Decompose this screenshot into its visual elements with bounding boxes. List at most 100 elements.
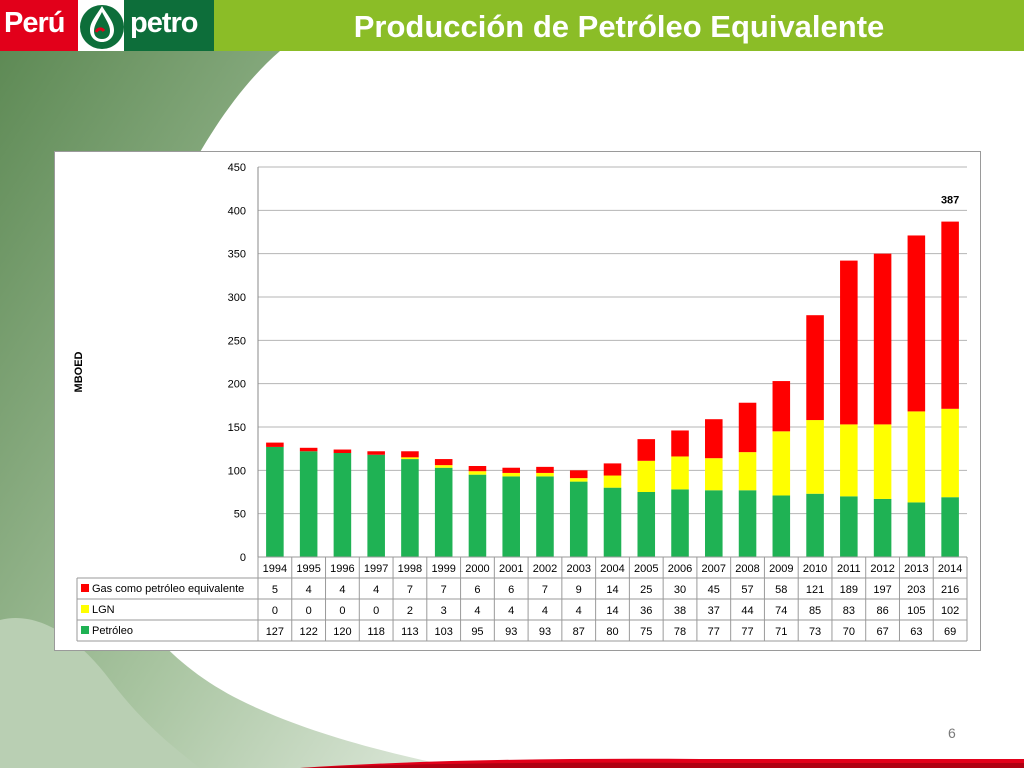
table-cell-value: 9 [576,584,582,596]
x-tick-label: 1994 [263,563,287,575]
bar-segment [333,449,352,453]
bar-segment [502,476,520,557]
table-cell-value: 203 [907,584,925,596]
bar-segment [873,424,892,499]
table-cell-value: 77 [741,626,753,638]
x-tick-label: 1999 [431,563,455,575]
bar-segment [603,463,622,476]
bar-segment [637,439,656,461]
page-number: 6 [948,725,956,741]
bar-segment [536,476,554,557]
table-cell-value: 75 [640,626,652,638]
table-cell-value: 4 [542,605,548,617]
x-tick-label: 2003 [566,563,590,575]
table-cell-value: 4 [508,605,514,617]
bar-segment [671,456,689,490]
bar-segment [806,420,824,494]
y-tick-label: 350 [228,249,246,261]
bar-segment [772,495,791,557]
table-cell-value: 63 [910,626,922,638]
bar-segment [266,446,284,557]
logo: Perú petro [0,0,214,51]
x-tick-label: 1998 [398,563,422,575]
bar-segment [468,466,487,472]
bar-segment [569,470,588,479]
table-cell-value: 77 [708,626,720,638]
table-cell-value: 0 [373,605,379,617]
logo-drop-icon [80,5,124,49]
table-cell-value: 4 [373,584,379,596]
x-tick-label: 1996 [330,563,354,575]
table-cell-value: 14 [606,605,618,617]
table-cell-value: 78 [674,626,686,638]
x-tick-label: 2011 [837,563,861,575]
bar-segment [468,474,487,557]
table-cell-value: 25 [640,584,652,596]
bar-segment [873,498,892,557]
y-tick-label: 0 [240,552,246,564]
logo-text-peru: Perú [4,7,65,39]
table-cell-value: 197 [873,584,891,596]
chart-frame: 1994 1995 1996 1997 1998 1999 2000 2001 2002 2003… [54,151,981,651]
bar-segment [772,381,791,432]
table-cell-value: 87 [573,626,585,638]
header-bar [214,0,1024,51]
table-cell-value: 73 [809,626,821,638]
y-axis-title: MBOED [73,351,85,392]
table-cell-value: 86 [876,605,888,617]
table-cell-value: 118 [367,626,385,638]
y-tick-label: 150 [228,422,246,434]
table-cell-value: 0 [339,605,345,617]
bar-segment [738,490,757,557]
bar-segment [401,451,419,458]
table-cell-value: 2 [407,605,413,617]
table-cell-value: 83 [843,605,855,617]
bar-segment [806,315,824,421]
x-tick-label: 2000 [465,563,489,575]
table-cell-value: 57 [741,584,753,596]
bar-segment [873,253,892,425]
bar-segment [738,452,757,491]
bar-segment [569,478,588,482]
page-title: Producción de Petróleo Equivalente [353,9,885,44]
legend-label: Petróleo [92,625,133,637]
table-cell-value: 67 [876,626,888,638]
production-chart: 1994 1995 1996 1997 1998 1999 2000 2001 2002 2003… [73,162,968,642]
table-cell-value: 70 [843,626,855,638]
bar-segment [266,442,284,447]
table-cell-value: 85 [809,605,821,617]
x-tick-label: 2010 [803,563,827,575]
table-cell-value: 4 [576,605,582,617]
y-tick-label: 50 [234,509,246,521]
bar-segment [637,492,656,557]
x-tick-label: 2006 [668,563,692,575]
bar-segment [907,502,926,557]
x-tick-label: 2009 [769,563,793,575]
bar-segment [705,458,723,491]
table-cell-value: 127 [266,626,284,638]
table-cell-value: 0 [306,605,312,617]
table-cell-value: 6 [508,584,514,596]
table-cell-value: 44 [741,605,753,617]
bar-segment [536,466,554,473]
legend-label: LGN [92,604,115,616]
table-cell-value: 37 [708,605,720,617]
table-cell-value: 4 [474,605,480,617]
bar-segment [840,260,858,425]
x-tick-label: 2008 [735,563,759,575]
bottom-stripe [300,758,1024,768]
table-cell-value: 80 [606,626,618,638]
table-cell-value: 105 [907,605,925,617]
x-tick-label: 2007 [702,563,726,575]
table-cell-value: 30 [674,584,686,596]
logo-text-petro: petro [130,7,198,39]
bar-segment [806,493,824,557]
table-cell-value: 93 [505,626,517,638]
legend-label: Gas como petróleo equivalente [92,583,244,595]
x-tick-label: 1995 [296,563,320,575]
table-cell-value: 3 [441,605,447,617]
bar-segment [367,454,385,557]
bar-segment [840,424,858,497]
table-cell-value: 7 [441,584,447,596]
table-cell-value: 93 [539,626,551,638]
